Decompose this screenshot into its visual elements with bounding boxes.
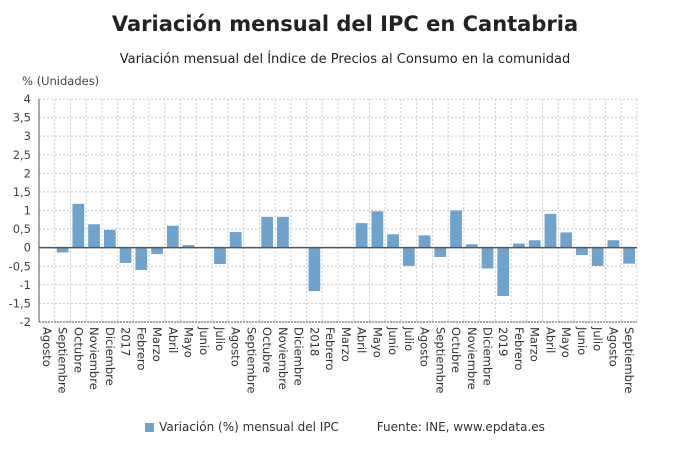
x-tick-label: Febrero <box>512 327 526 370</box>
y-tick-label: 2 <box>24 166 31 180</box>
bar <box>544 213 557 248</box>
bar <box>261 216 274 248</box>
x-tick-label: Marzo <box>528 327 542 362</box>
bar <box>119 247 132 263</box>
bar <box>607 240 620 248</box>
x-tick-label: Abril <box>166 327 180 353</box>
x-tick-label: Abril <box>355 327 369 353</box>
x-tick-label: Septiembre <box>56 327 70 394</box>
x-tick-label: Diciembre <box>103 327 117 386</box>
y-tick-label: 0,5 <box>13 222 31 236</box>
bar <box>355 223 368 248</box>
bar <box>72 203 85 248</box>
x-tick-label: Marzo <box>339 327 353 362</box>
y-tick-label: -0,5 <box>9 259 31 273</box>
bar <box>465 244 478 248</box>
bar <box>371 211 384 248</box>
legend: Variación (%) mensual del IPC Fuente: IN… <box>0 420 690 434</box>
x-tick-label: Julio <box>402 326 416 351</box>
bar <box>182 245 195 248</box>
y-axis-label: % (Unidades) <box>22 74 100 88</box>
x-tick-label: Mayo <box>559 327 573 358</box>
bar <box>151 247 163 254</box>
x-tick-label: Junio <box>197 326 211 355</box>
bar <box>481 247 494 269</box>
x-tick-label: Noviembre <box>87 327 101 390</box>
bar <box>450 210 462 248</box>
bar <box>497 247 510 296</box>
legend-swatch <box>145 423 155 432</box>
x-tick-label: Agosto <box>40 327 54 367</box>
y-tick-label: 4 <box>24 92 31 106</box>
x-tick-label: Agosto <box>418 327 432 367</box>
chart-title: Variación mensual del IPC en Cantabria <box>111 12 579 36</box>
x-tick-label: Julio <box>591 326 605 351</box>
x-tick-label: Agosto <box>606 327 620 367</box>
x-tick-label: Febrero <box>134 327 148 370</box>
y-tick-label: -1 <box>20 278 31 292</box>
bar <box>402 247 415 266</box>
bar <box>576 247 588 256</box>
x-tick-label: Octubre <box>71 327 85 373</box>
x-tick-label: Mayo <box>370 327 384 358</box>
bar <box>418 235 431 248</box>
x-tick-label: Septiembre <box>244 327 258 394</box>
x-tick-label: Septiembre <box>433 327 447 394</box>
x-tick-label: Febrero <box>323 327 337 370</box>
bar <box>277 216 289 248</box>
x-tick-label: Octubre <box>449 327 463 373</box>
legend-series-label: Variación (%) mensual del IPC <box>159 420 339 434</box>
bar <box>103 229 116 248</box>
y-tick-label: 3,5 <box>13 111 31 125</box>
x-tick-label: Octubre <box>260 327 274 373</box>
y-tick-label: 2,5 <box>13 148 31 162</box>
bar <box>528 240 541 248</box>
x-tick-label: Septiembre <box>622 327 636 394</box>
x-tick-label: Diciembre <box>292 327 306 386</box>
x-tick-label: Marzo <box>150 327 164 362</box>
chart-subtitle: Variación mensual del Índice de Precios … <box>119 52 571 67</box>
x-tick-label: 2017 <box>119 327 133 356</box>
x-tick-label: Noviembre <box>465 327 479 390</box>
bar <box>591 247 604 266</box>
bar <box>135 247 148 270</box>
bar <box>387 234 399 248</box>
x-tick-label: Noviembre <box>276 327 290 390</box>
bar <box>308 247 321 292</box>
x-tick-label: Julio <box>213 326 227 351</box>
x-tick-label: Junio <box>386 326 400 355</box>
y-tick-label: -2 <box>20 315 31 329</box>
bar <box>56 247 69 253</box>
x-tick-label: Junio <box>575 326 589 355</box>
x-tick-label: Diciembre <box>481 327 495 386</box>
x-tick-label: Mayo <box>182 327 196 358</box>
bar <box>229 232 242 248</box>
bar <box>88 224 100 248</box>
x-tick-label: Agosto <box>229 327 243 367</box>
bar <box>434 247 447 257</box>
y-tick-label: 0 <box>24 241 31 255</box>
bar <box>623 247 635 264</box>
bar <box>513 243 525 248</box>
bar <box>214 247 226 265</box>
bar <box>166 225 179 248</box>
y-tick-label: 3 <box>24 129 31 143</box>
x-tick-label: 2018 <box>307 327 321 356</box>
y-tick-label: -1,5 <box>9 296 31 310</box>
y-tick-label: 1,5 <box>13 185 31 199</box>
x-tick-label: Abril <box>543 327 557 353</box>
bar <box>560 232 573 248</box>
x-tick-label: 2019 <box>496 327 510 356</box>
source-text: Fuente: INE, www.epdata.es <box>376 420 545 434</box>
y-tick-label: 1 <box>24 204 31 218</box>
